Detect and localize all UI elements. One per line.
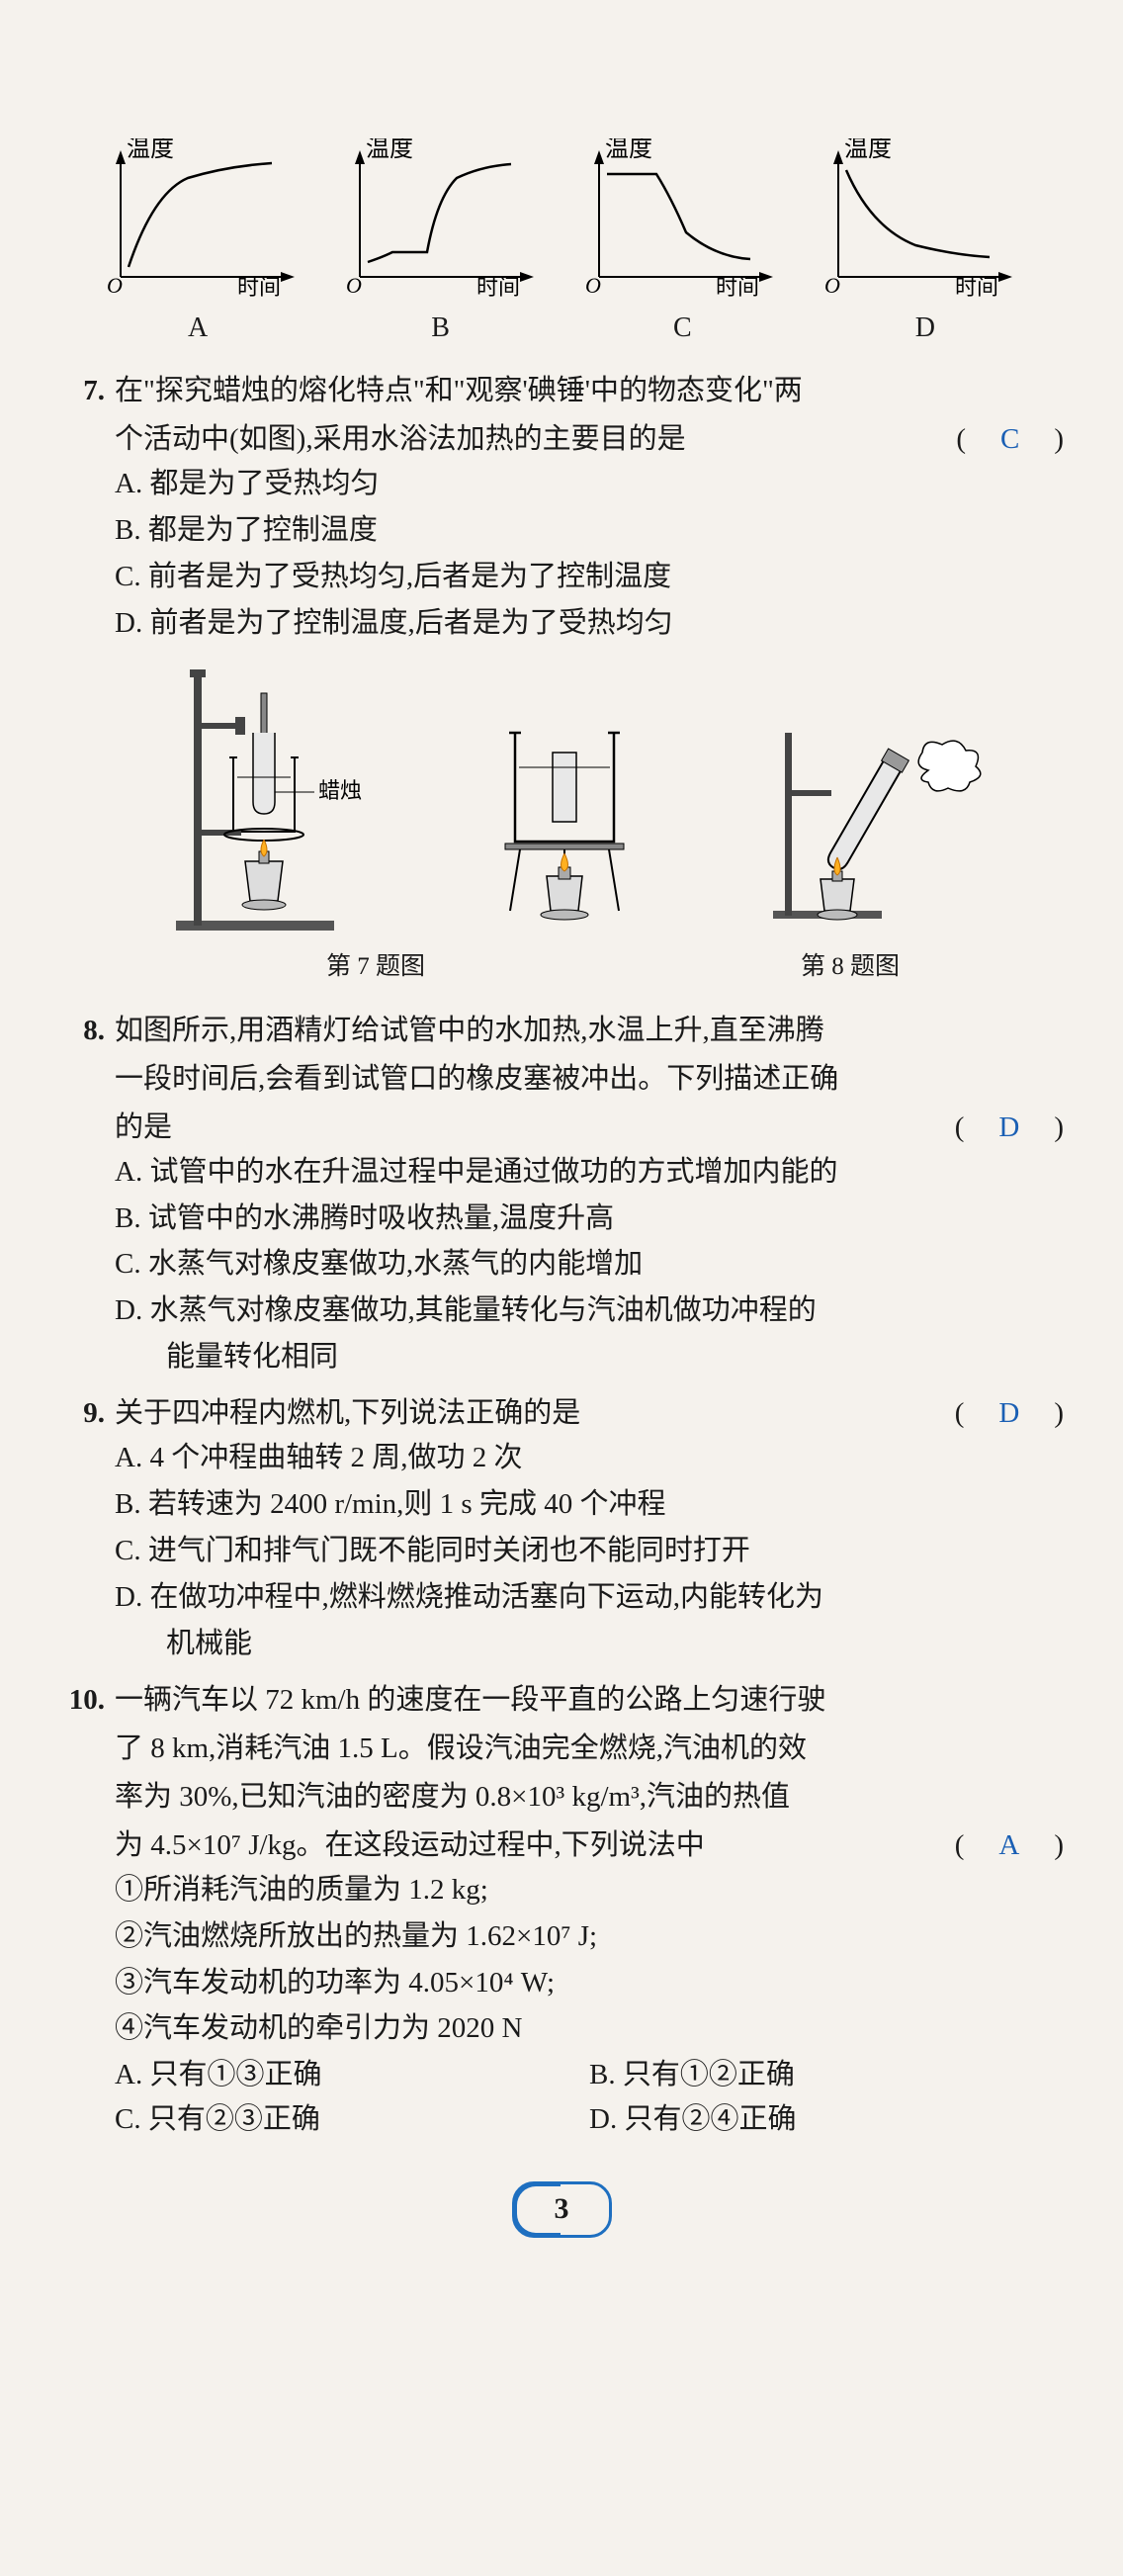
svg-text:O: O	[824, 273, 840, 297]
figure7-caption: 第 7 题图	[115, 948, 637, 987]
q10-option-b: B. 只有①②正确	[589, 2053, 1064, 2097]
q9-number: 9.	[59, 1391, 115, 1668]
svg-text:温度: 温度	[844, 138, 892, 162]
q10-statement-3: ③汽车发动机的功率为 4.05×10⁴ W;	[115, 1961, 1064, 2005]
chart-a: 温度 O 时间	[99, 138, 306, 297]
svg-text:O: O	[346, 273, 362, 297]
q7-stem-line2: 个活动中(如图),采用水浴法加热的主要目的是	[115, 417, 686, 462]
q8-stem-line3: 的是	[115, 1106, 172, 1150]
svg-text:时间: 时间	[237, 275, 281, 297]
q8-option-d-line1: D. 水蒸气对橡皮塞做功,其能量转化与汽油机做功冲程的	[115, 1288, 1064, 1333]
chart-ylabel: 温度	[127, 138, 174, 162]
q9-option-d-line2: 机械能	[115, 1622, 1064, 1666]
q10-option-a: A. 只有①③正确	[115, 2053, 589, 2097]
svg-text:温度: 温度	[605, 138, 652, 162]
q10-number: 10.	[59, 1678, 115, 2142]
q10-stem-line3: 率为 30%,已知汽油的密度为 0.8×10³ kg/m³,汽油的热值	[115, 1775, 1064, 1820]
q8-option-c: C. 水蒸气对橡皮塞做功,水蒸气的内能增加	[115, 1242, 1064, 1287]
page-number-wrap: 3	[59, 2181, 1064, 2238]
q8-option-d-line2: 能量转化相同	[115, 1335, 1064, 1379]
figure-stopper-pop	[755, 713, 1012, 940]
svg-text:温度: 温度	[366, 138, 413, 162]
figure-beaker-burner	[475, 713, 653, 940]
chart-d: 温度 O 时间	[817, 138, 1024, 297]
q10-answer: A	[993, 1829, 1025, 1861]
question-9: 9. 关于四冲程内燃机,下列说法正确的是 ( D ) A. 4 个冲程曲轴转 2…	[59, 1391, 1064, 1668]
chart-row: 温度 O 时间 温度 O 时间 温度 O 时	[99, 138, 1024, 297]
q7-q8-figures: 蜡烛	[115, 664, 1064, 940]
svg-text:O: O	[107, 273, 123, 297]
svg-text:时间: 时间	[476, 275, 520, 297]
question-8: 8. 如图所示,用酒精灯给试管中的水加热,水温上升,直至沸腾 一段时间后,会看到…	[59, 1009, 1064, 1382]
q8-answer-slot: ( D )	[955, 1106, 1064, 1150]
q10-statement-4: ④汽车发动机的牵引力为 2020 N	[115, 2006, 1064, 2051]
q7-answer-slot: ( C )	[956, 417, 1064, 462]
q9-stem: 关于四冲程内燃机,下列说法正确的是	[115, 1391, 580, 1436]
q9-option-b: B. 若转速为 2400 r/min,则 1 s 完成 40 个冲程	[115, 1482, 1064, 1527]
q10-statement-2: ②汽油燃烧所放出的热量为 1.62×10⁷ J;	[115, 1914, 1064, 1959]
q7-option-c: C. 前者是为了受热均匀,后者是为了控制温度	[115, 555, 1064, 599]
q8-option-a: A. 试管中的水在升温过程中是通过做功的方式增加内能的	[115, 1150, 1064, 1195]
q10-stem-line4: 为 4.5×10⁷ J/kg。在这段运动过程中,下列说法中	[115, 1823, 705, 1868]
figure-candle-waterbath: 蜡烛	[166, 664, 374, 940]
question-7: 7. 在"探究蜡烛的熔化特点"和"观察'碘锤'中的物态变化"两 个活动中(如图)…	[59, 369, 1064, 998]
q10-option-c: C. 只有②③正确	[115, 2097, 589, 2142]
svg-text:时间: 时间	[955, 275, 998, 297]
q10-option-d: D. 只有②④正确	[589, 2097, 1064, 2142]
q10-answer-slot: ( A )	[955, 1823, 1064, 1868]
q10-stem-line2: 了 8 km,消耗汽油 1.5 L。假设汽油完全燃烧,汽油机的效	[115, 1727, 1064, 1771]
figure8-caption: 第 8 题图	[637, 948, 1064, 987]
q7-option-a: A. 都是为了受热均匀	[115, 462, 1064, 506]
chart-c: 温度 O 时间	[577, 138, 785, 297]
q9-option-a: A. 4 个冲程曲轴转 2 周,做功 2 次	[115, 1436, 1064, 1480]
q7-option-b: B. 都是为了控制温度	[115, 508, 1064, 553]
q8-stem-line1: 如图所示,用酒精灯给试管中的水加热,水温上升,直至沸腾	[115, 1009, 1064, 1053]
q9-answer-slot: ( D )	[955, 1391, 1064, 1436]
q7-stem-line1: 在"探究蜡烛的熔化特点"和"观察'碘锤'中的物态变化"两	[115, 369, 1064, 413]
q7-answer: C	[994, 423, 1025, 455]
q8-stem-line2: 一段时间后,会看到试管口的橡皮塞被冲出。下列描述正确	[115, 1057, 1064, 1102]
q8-number: 8.	[59, 1009, 115, 1382]
svg-text:O: O	[585, 273, 601, 297]
page-number: 3	[512, 2181, 612, 2238]
chart-b: 温度 O 时间	[338, 138, 546, 297]
chart-label-a: A	[188, 307, 208, 349]
chart-option-labels: A B C D	[99, 307, 1024, 349]
q10-statement-1: ①所消耗汽油的质量为 1.2 kg;	[115, 1868, 1064, 1912]
q9-option-c: C. 进气门和排气门既不能同时关闭也不能同时打开	[115, 1529, 1064, 1573]
svg-text:时间: 时间	[716, 275, 759, 297]
chart-label-d: D	[915, 307, 935, 349]
q7-option-d: D. 前者是为了控制温度,后者是为了受热均匀	[115, 601, 1064, 646]
q7-number: 7.	[59, 369, 115, 998]
q10-stem-line1: 一辆汽车以 72 km/h 的速度在一段平直的公路上匀速行驶	[115, 1678, 1064, 1723]
q9-option-d-line1: D. 在做功冲程中,燃料燃烧推动活塞向下运动,内能转化为	[115, 1575, 1064, 1620]
chart-label-b: B	[431, 307, 450, 349]
q8-option-b: B. 试管中的水沸腾时吸收热量,温度升高	[115, 1197, 1064, 1241]
chart-label-c: C	[673, 307, 692, 349]
q9-answer: D	[993, 1397, 1025, 1429]
svg-text:蜡烛: 蜡烛	[318, 778, 362, 803]
question-10: 10. 一辆汽车以 72 km/h 的速度在一段平直的公路上匀速行驶 了 8 k…	[59, 1678, 1064, 2142]
q8-answer: D	[993, 1111, 1025, 1143]
